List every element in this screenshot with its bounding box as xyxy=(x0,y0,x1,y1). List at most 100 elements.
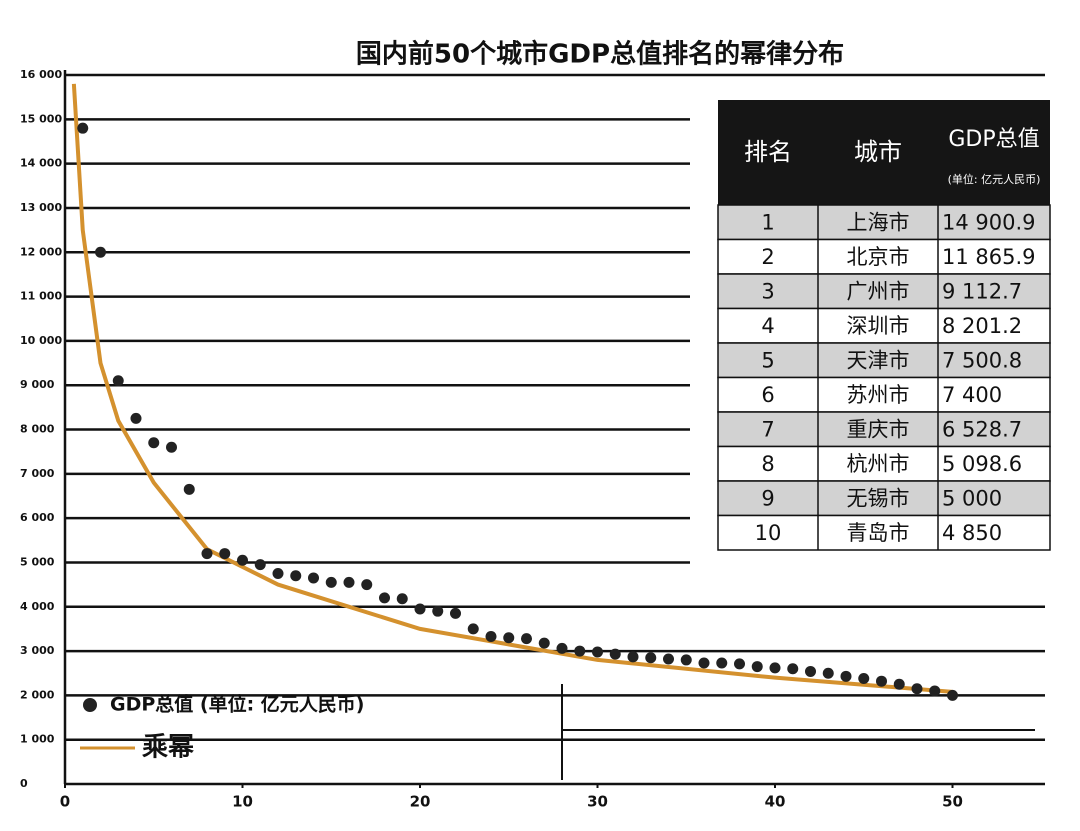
data-point xyxy=(680,654,692,666)
data-point xyxy=(574,645,586,657)
data-point xyxy=(166,441,177,453)
data-point xyxy=(432,605,444,617)
data-point xyxy=(396,593,408,605)
data-point xyxy=(130,412,142,424)
data-point xyxy=(716,657,728,669)
table-cell: 深圳市 xyxy=(847,314,910,338)
y-tick-label: 15 000 xyxy=(20,112,62,125)
table-cell: 8 201.2 xyxy=(942,314,1022,338)
table-cell: 6 528.7 xyxy=(942,417,1022,441)
data-point xyxy=(237,554,248,566)
chart-title: 国内前50个城市GDP总值排名的幂律分布 xyxy=(356,39,844,70)
data-point xyxy=(361,579,373,591)
data-point xyxy=(698,657,710,669)
table-cell: 上海市 xyxy=(847,210,910,234)
data-point xyxy=(450,607,461,619)
data-point xyxy=(663,653,674,665)
data-point xyxy=(485,630,497,642)
data-point xyxy=(414,603,426,615)
data-point xyxy=(308,572,319,584)
table-cell: 7 500.8 xyxy=(942,348,1022,372)
data-point xyxy=(379,592,390,604)
y-tick-label: 13 000 xyxy=(20,201,62,214)
legend-label: GDP总值 (单位: 亿元人民币) xyxy=(110,693,365,716)
data-point xyxy=(751,661,763,673)
table-cell: 杭州市 xyxy=(847,452,910,476)
data-point xyxy=(627,651,639,663)
y-tick-label: 4 000 xyxy=(20,600,55,613)
y-tick-label: 7 000 xyxy=(20,467,55,480)
x-tick-label: 10 xyxy=(232,793,253,811)
y-tick-label: 0 xyxy=(20,777,28,790)
x-tick-label: 20 xyxy=(410,793,431,811)
data-point xyxy=(734,658,745,670)
table-row xyxy=(717,411,1051,448)
y-tick-label: 5 000 xyxy=(20,555,55,568)
table-cell: 重庆市 xyxy=(847,417,910,441)
x-tick-label: 30 xyxy=(587,793,608,811)
table-cell: 4 xyxy=(761,314,774,338)
data-point xyxy=(467,623,479,635)
data-point xyxy=(911,683,923,695)
table-cell: 11 865.9 xyxy=(942,245,1036,269)
table-cell: 广州市 xyxy=(847,279,910,303)
y-tick-label: 6 000 xyxy=(20,511,55,524)
data-point xyxy=(521,633,532,645)
table-cell: 2 xyxy=(761,245,774,269)
data-point xyxy=(183,483,195,495)
data-point xyxy=(538,637,550,649)
table-cell: 1 xyxy=(761,210,774,234)
legend-label: 乘幂 xyxy=(141,733,194,763)
table-unit: (单位: 亿元人民币) xyxy=(948,172,1041,186)
table-row xyxy=(717,376,1051,413)
table-cell: 天津市 xyxy=(847,348,910,372)
data-point xyxy=(645,652,657,664)
data-point xyxy=(343,576,355,588)
table-header: GDP总值 xyxy=(948,127,1039,152)
y-tick-label: 16 000 xyxy=(20,68,62,81)
data-point xyxy=(609,648,621,660)
table-cell: 9 xyxy=(761,486,774,510)
table-cell: 14 900.9 xyxy=(942,210,1036,234)
table-cell: 7 xyxy=(761,417,774,441)
x-tick-label: 0 xyxy=(60,793,70,811)
table-row xyxy=(717,204,1051,241)
y-tick-label: 3 000 xyxy=(20,644,55,657)
table-cell: 10 xyxy=(755,521,782,545)
y-tick-label: 14 000 xyxy=(20,157,62,170)
table-row xyxy=(717,514,1051,551)
data-point xyxy=(148,437,160,449)
data-point xyxy=(77,122,89,134)
data-point xyxy=(822,667,834,679)
table-header-bg xyxy=(718,100,1050,205)
table-cell: 无锡市 xyxy=(847,486,910,510)
y-tick-label: 9 000 xyxy=(20,378,55,391)
y-tick-label: 1 000 xyxy=(20,733,55,746)
data-point xyxy=(840,670,852,682)
x-tick-label: 40 xyxy=(765,793,786,811)
table-cell: 5 098.6 xyxy=(942,452,1022,476)
table-cell: 9 112.7 xyxy=(942,279,1022,303)
data-point xyxy=(592,646,603,658)
x-tick-label: 50 xyxy=(942,793,963,811)
table-row xyxy=(717,307,1051,344)
data-point xyxy=(893,678,905,690)
data-point xyxy=(858,673,870,685)
table-header: 城市 xyxy=(854,138,902,166)
table-cell: 4 850 xyxy=(942,521,1002,545)
table-row xyxy=(717,342,1051,379)
data-point xyxy=(219,548,231,560)
table-cell: 6 xyxy=(761,383,774,407)
data-point xyxy=(112,375,124,387)
data-point xyxy=(769,662,781,674)
y-tick-label: 2 000 xyxy=(20,688,55,701)
y-tick-label: 12 000 xyxy=(20,245,62,258)
data-point xyxy=(95,246,106,258)
table-cell: 5 xyxy=(761,348,774,372)
legend-marker xyxy=(83,698,97,712)
table-cell: 苏州市 xyxy=(847,383,910,407)
y-tick-label: 8 000 xyxy=(20,423,55,436)
table-cell: 8 xyxy=(761,452,774,476)
data-point xyxy=(805,665,816,677)
